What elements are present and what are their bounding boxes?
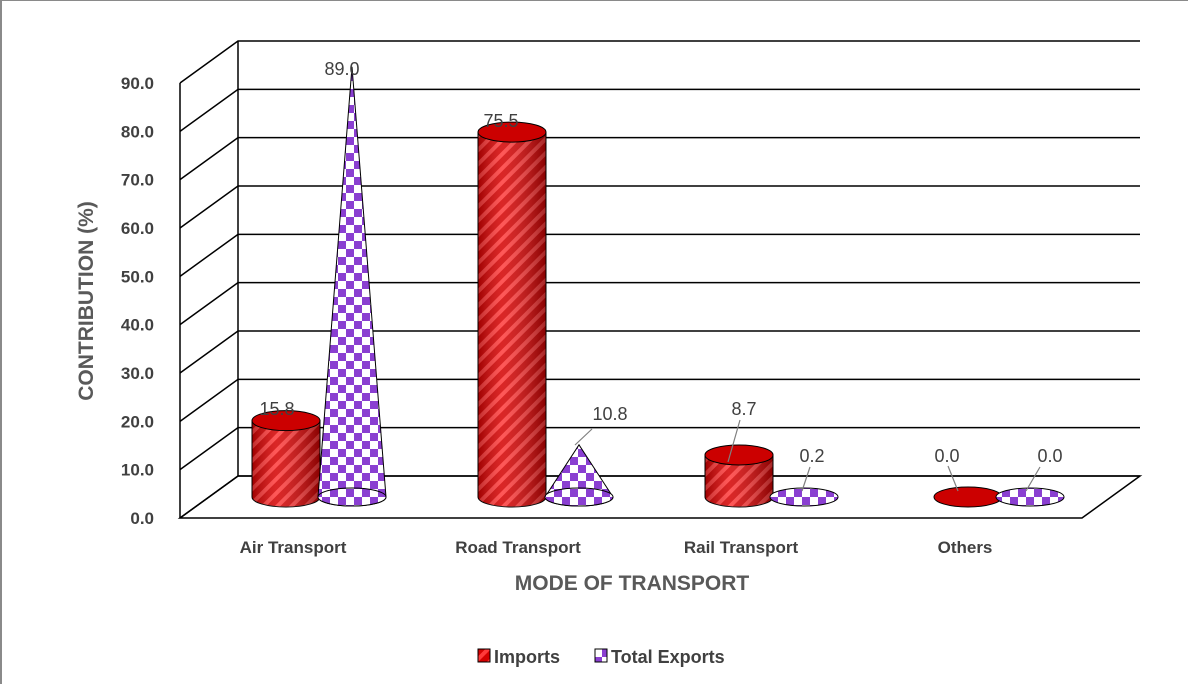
y-tick-label: 20.0 <box>121 412 154 431</box>
x-axis-title: MODE OF TRANSPORT <box>515 572 750 595</box>
gridlines <box>179 40 1140 519</box>
y-tick-label: 90.0 <box>121 74 154 93</box>
gridline <box>179 330 1140 374</box>
bar-imports <box>933 486 1003 508</box>
data-label: 75.5 <box>483 111 518 131</box>
data-labels: 15.8 75.5 8.7 0.0 89.0 10.8 0.2 0.0 <box>259 59 1063 492</box>
data-label: 0.0 <box>1037 446 1062 466</box>
gridline <box>179 281 1140 326</box>
y-tick-label: 10.0 <box>121 461 154 480</box>
legend-item-imports: Imports <box>477 647 560 667</box>
cone-total-exports <box>544 443 614 507</box>
legend-swatch-total-exports <box>594 648 608 663</box>
y-tick-label: 60.0 <box>121 219 154 238</box>
gridline <box>179 233 1140 277</box>
data-label: 8.7 <box>731 399 756 419</box>
cone-total-exports <box>317 66 387 507</box>
data-label: 0.0 <box>934 446 959 466</box>
gridline <box>179 136 1140 181</box>
bar-imports <box>477 121 547 508</box>
legend-item-total-exports: Total Exports <box>594 647 725 667</box>
gridline <box>179 88 1140 132</box>
y-tick-label: 80.0 <box>121 122 154 141</box>
data-label: 0.2 <box>799 446 824 466</box>
x-tick-label: Others <box>938 538 993 557</box>
data-label: 15.8 <box>259 399 294 419</box>
y-tick-label: 30.0 <box>121 364 154 383</box>
cone-total-exports <box>769 487 839 507</box>
y-tick-label: 50.0 <box>121 267 154 286</box>
y-axis-ticks: 0.0 10.0 20.0 30.0 40.0 50.0 60.0 70.0 80.0 90.0 <box>121 74 154 528</box>
data-label: 89.0 <box>324 59 359 79</box>
y-tick-label: 0.0 <box>130 509 154 528</box>
leader-line <box>574 428 593 446</box>
x-tick-label: Rail Transport <box>684 538 799 557</box>
cone-total-exports <box>995 487 1065 507</box>
bar-imports <box>704 444 774 508</box>
legend: Imports Total Exports <box>477 647 725 667</box>
leader-line <box>947 465 959 492</box>
legend-label-total-exports: Total Exports <box>611 647 725 667</box>
x-tick-label: Road Transport <box>455 538 581 557</box>
legend-swatch-imports <box>477 648 491 663</box>
gridline <box>179 185 1140 229</box>
leader-line <box>801 466 811 492</box>
leader-line <box>727 419 741 463</box>
y-tick-label: 40.0 <box>121 316 154 335</box>
y-axis-title: CONTRIBUTION (%) <box>75 201 98 400</box>
bar-imports <box>251 410 321 508</box>
leader-line <box>1025 466 1041 492</box>
y-tick-label: 70.0 <box>121 171 154 190</box>
chart-marks <box>251 66 1065 508</box>
x-axis-categories: Air Transport Road Transport Rail Transpor… <box>240 538 993 557</box>
x-tick-label: Air Transport <box>240 538 347 557</box>
data-label: 10.8 <box>592 404 627 424</box>
legend-label-imports: Imports <box>494 647 560 667</box>
